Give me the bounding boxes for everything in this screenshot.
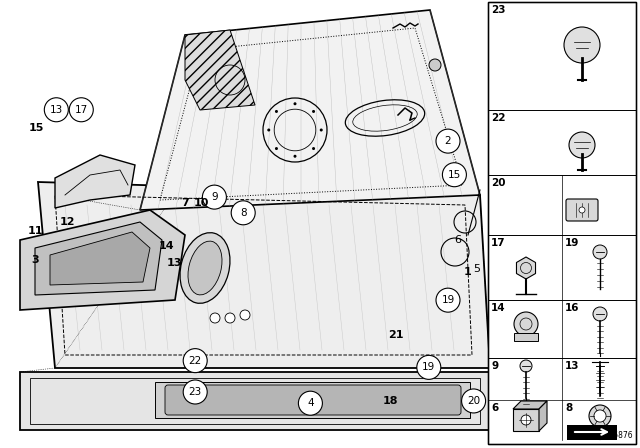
Circle shape xyxy=(417,355,441,379)
Polygon shape xyxy=(185,30,255,110)
Text: 13: 13 xyxy=(166,258,182,268)
Text: 20: 20 xyxy=(467,396,480,406)
Circle shape xyxy=(320,129,323,132)
Text: 3: 3 xyxy=(31,255,39,265)
Text: 13: 13 xyxy=(50,105,63,115)
Circle shape xyxy=(461,389,486,413)
Polygon shape xyxy=(20,210,185,310)
Circle shape xyxy=(210,313,220,323)
Circle shape xyxy=(429,59,441,71)
Text: 22: 22 xyxy=(491,113,506,123)
Text: 9: 9 xyxy=(491,361,498,371)
Bar xyxy=(513,409,539,431)
Circle shape xyxy=(514,312,538,336)
Polygon shape xyxy=(140,10,480,210)
Text: 18: 18 xyxy=(383,396,398,406)
Circle shape xyxy=(436,288,460,312)
Text: 19: 19 xyxy=(422,362,435,372)
Text: 7: 7 xyxy=(181,198,189,208)
Circle shape xyxy=(183,349,207,373)
Circle shape xyxy=(521,415,531,425)
Text: 22: 22 xyxy=(189,356,202,366)
Text: 6: 6 xyxy=(454,235,461,245)
Polygon shape xyxy=(35,222,162,295)
Polygon shape xyxy=(38,182,490,368)
Text: 11: 11 xyxy=(28,226,43,236)
Text: 6: 6 xyxy=(491,403,499,413)
Circle shape xyxy=(183,380,207,404)
Ellipse shape xyxy=(180,233,230,303)
Circle shape xyxy=(225,313,235,323)
Circle shape xyxy=(579,207,585,213)
Circle shape xyxy=(589,405,611,427)
Text: 23: 23 xyxy=(491,5,506,15)
Polygon shape xyxy=(539,401,547,431)
Text: 17: 17 xyxy=(75,105,88,115)
Text: 17: 17 xyxy=(491,238,506,248)
Polygon shape xyxy=(155,382,470,418)
Circle shape xyxy=(298,391,323,415)
FancyBboxPatch shape xyxy=(567,425,617,440)
Polygon shape xyxy=(55,155,135,208)
Text: 14: 14 xyxy=(491,303,506,313)
Text: 4: 4 xyxy=(307,398,314,408)
Text: 5: 5 xyxy=(474,264,480,274)
Circle shape xyxy=(312,110,315,113)
Circle shape xyxy=(312,147,315,150)
Text: 19: 19 xyxy=(565,238,579,248)
Polygon shape xyxy=(50,232,150,285)
Text: 2: 2 xyxy=(445,136,451,146)
Circle shape xyxy=(240,310,250,320)
Text: 23: 23 xyxy=(189,387,202,397)
Text: 21: 21 xyxy=(388,330,403,340)
Text: 9: 9 xyxy=(211,192,218,202)
Text: 20: 20 xyxy=(491,178,506,188)
Text: 15: 15 xyxy=(29,123,44,133)
Circle shape xyxy=(69,98,93,122)
Circle shape xyxy=(436,129,460,153)
Text: 14: 14 xyxy=(159,241,174,250)
Circle shape xyxy=(294,155,296,158)
Text: 13: 13 xyxy=(565,361,579,371)
Circle shape xyxy=(275,147,278,150)
Circle shape xyxy=(520,360,532,372)
Text: 00115876: 00115876 xyxy=(595,431,633,440)
Text: 8: 8 xyxy=(565,403,572,413)
Circle shape xyxy=(268,129,270,132)
Circle shape xyxy=(569,132,595,158)
Text: 19: 19 xyxy=(442,295,454,305)
FancyBboxPatch shape xyxy=(566,199,598,221)
Circle shape xyxy=(593,245,607,259)
FancyBboxPatch shape xyxy=(165,385,461,415)
Circle shape xyxy=(594,410,606,422)
Text: 8: 8 xyxy=(240,208,246,218)
Bar xyxy=(488,2,636,444)
FancyBboxPatch shape xyxy=(514,333,538,341)
Circle shape xyxy=(442,163,467,187)
Text: 10: 10 xyxy=(193,198,209,208)
Polygon shape xyxy=(516,257,536,279)
Text: 16: 16 xyxy=(565,303,579,313)
Text: 15: 15 xyxy=(448,170,461,180)
Circle shape xyxy=(294,102,296,105)
Circle shape xyxy=(202,185,227,209)
Bar xyxy=(488,2,636,444)
Text: 12: 12 xyxy=(60,217,75,227)
Ellipse shape xyxy=(188,241,222,295)
Polygon shape xyxy=(20,372,490,430)
Circle shape xyxy=(593,307,607,321)
Polygon shape xyxy=(513,401,547,409)
Text: 1: 1 xyxy=(463,267,471,277)
Circle shape xyxy=(275,110,278,113)
Circle shape xyxy=(564,27,600,63)
Circle shape xyxy=(44,98,68,122)
Circle shape xyxy=(231,201,255,225)
